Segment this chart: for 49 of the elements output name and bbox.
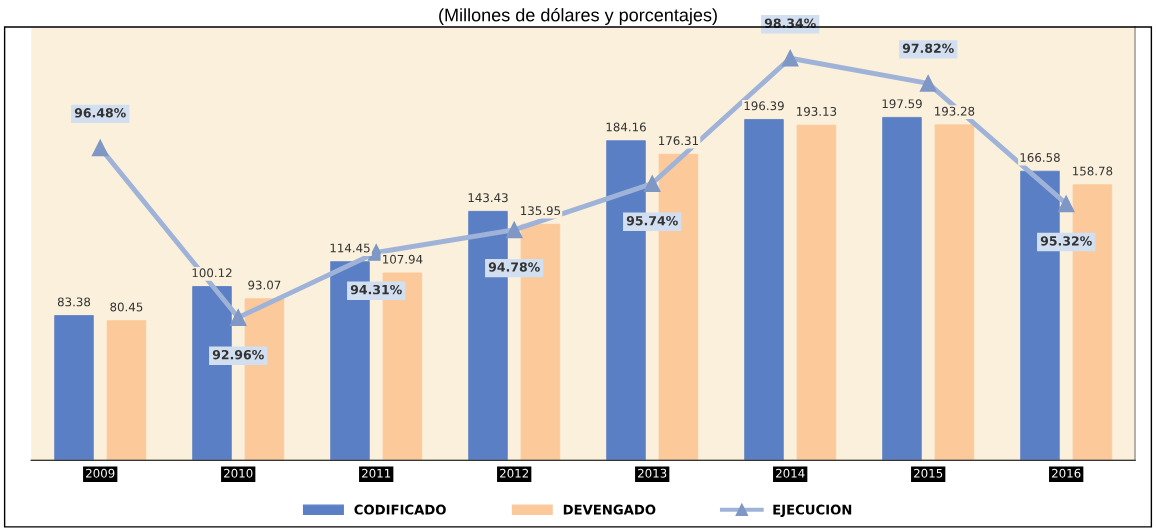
data-label: 135.95 bbox=[521, 206, 561, 216]
x-tick-label: 2015 bbox=[914, 468, 943, 478]
bar bbox=[744, 119, 784, 461]
data-label: 193.13 bbox=[797, 106, 837, 116]
data-label: 196.39 bbox=[744, 101, 784, 111]
data-label: 166.58 bbox=[1020, 153, 1060, 162]
x-tick-label: 2011 bbox=[362, 468, 391, 478]
point bbox=[505, 221, 523, 239]
data-label: 93.07 bbox=[248, 280, 281, 290]
data-label: 107.94 bbox=[383, 254, 423, 264]
data-label: 143.43 bbox=[468, 193, 508, 203]
data-label: 94.31% bbox=[350, 284, 402, 295]
data-label: 95.74% bbox=[626, 215, 678, 226]
bar bbox=[796, 124, 837, 461]
data-label: 100.12 bbox=[192, 268, 232, 278]
x-tick-label: 2010 bbox=[224, 468, 253, 478]
data-label: 80.45 bbox=[110, 302, 143, 312]
data-label: 158.78 bbox=[1073, 166, 1113, 176]
bar bbox=[934, 124, 975, 461]
data-label: 98.34% bbox=[764, 18, 816, 28]
data-label: 184.16 bbox=[606, 122, 646, 132]
data-label: 92.96% bbox=[212, 349, 264, 360]
data-label: 176.31 bbox=[659, 136, 698, 146]
data-label: 83.38 bbox=[57, 297, 91, 307]
x-tick-label: 2016 bbox=[1052, 468, 1081, 478]
point bbox=[781, 49, 799, 67]
data-label: 193.28 bbox=[935, 106, 975, 116]
legend-label: EJECUCION bbox=[773, 504, 852, 518]
point bbox=[91, 139, 109, 157]
legend-label: DEVENGADO bbox=[563, 504, 656, 515]
x-tick-label: 2009 bbox=[86, 468, 115, 478]
data-label: 114.45 bbox=[330, 243, 370, 253]
bar bbox=[882, 116, 922, 461]
point bbox=[919, 74, 937, 92]
point bbox=[229, 309, 247, 326]
legend-label: CODIFICADO bbox=[354, 504, 446, 515]
chart-title: (Millones de dólares y porcentajes) bbox=[439, 7, 717, 25]
point bbox=[643, 175, 661, 192]
x-tick-label: 2014 bbox=[776, 468, 805, 478]
data-label: 95.32% bbox=[1040, 236, 1092, 246]
bar bbox=[106, 320, 147, 461]
point bbox=[1057, 195, 1075, 213]
data-label: 96.48% bbox=[74, 108, 126, 118]
data-label: 197.59 bbox=[882, 99, 922, 109]
x-tick-label: 2013 bbox=[638, 468, 667, 478]
data-label: 97.82% bbox=[902, 43, 954, 53]
x-tick-label: 2012 bbox=[500, 468, 529, 478]
bar bbox=[54, 315, 94, 461]
data-label: 94.78% bbox=[488, 262, 540, 272]
